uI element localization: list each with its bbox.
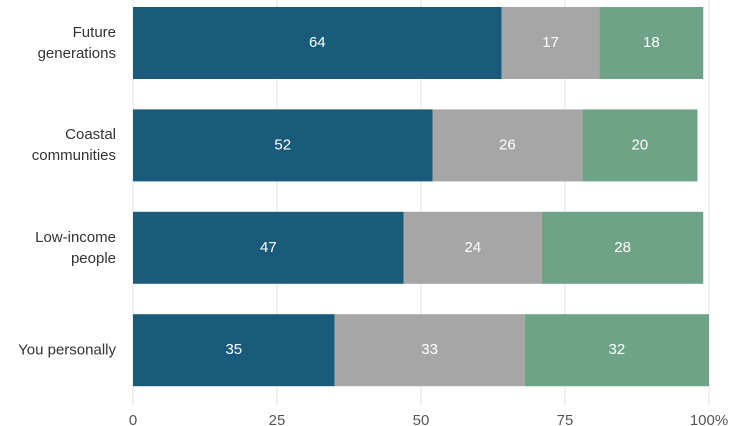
data-label: 20 xyxy=(632,136,649,153)
data-label: 47 xyxy=(260,239,277,256)
data-label: 24 xyxy=(464,239,481,256)
bar-segment xyxy=(582,109,698,182)
bar-segment xyxy=(599,7,704,79)
data-label: 17 xyxy=(542,34,559,51)
bar-segment xyxy=(133,7,502,79)
y-tick-label: Coastal communities xyxy=(31,126,116,165)
data-label: 64 xyxy=(309,34,326,51)
y-tick-label: You personally xyxy=(18,341,116,359)
bar-segment xyxy=(501,7,600,79)
data-label: 26 xyxy=(499,136,516,153)
bar-segment xyxy=(432,109,583,182)
bar-segment xyxy=(133,314,335,387)
data-label: 28 xyxy=(614,239,631,256)
data-label: 18 xyxy=(643,34,660,51)
x-tick-label: 0 xyxy=(129,412,137,426)
y-tick-label: Low-income people xyxy=(35,228,116,267)
x-tick-label: 25 xyxy=(269,412,286,426)
bar-segment xyxy=(133,109,433,182)
y-tick-label: Future generations xyxy=(37,24,116,62)
data-label: 32 xyxy=(608,341,625,358)
bar-segment xyxy=(133,211,404,284)
data-label: 33 xyxy=(421,341,438,358)
bar-segment xyxy=(541,211,704,284)
x-tick-label: 100% xyxy=(690,412,728,426)
data-label: 52 xyxy=(274,136,291,153)
x-tick-label: 75 xyxy=(557,412,574,426)
bar-segment xyxy=(334,314,525,387)
bar-segment xyxy=(403,211,542,284)
bar-segment xyxy=(524,314,709,387)
x-tick-label: 50 xyxy=(413,412,430,426)
data-label: 35 xyxy=(225,341,242,358)
